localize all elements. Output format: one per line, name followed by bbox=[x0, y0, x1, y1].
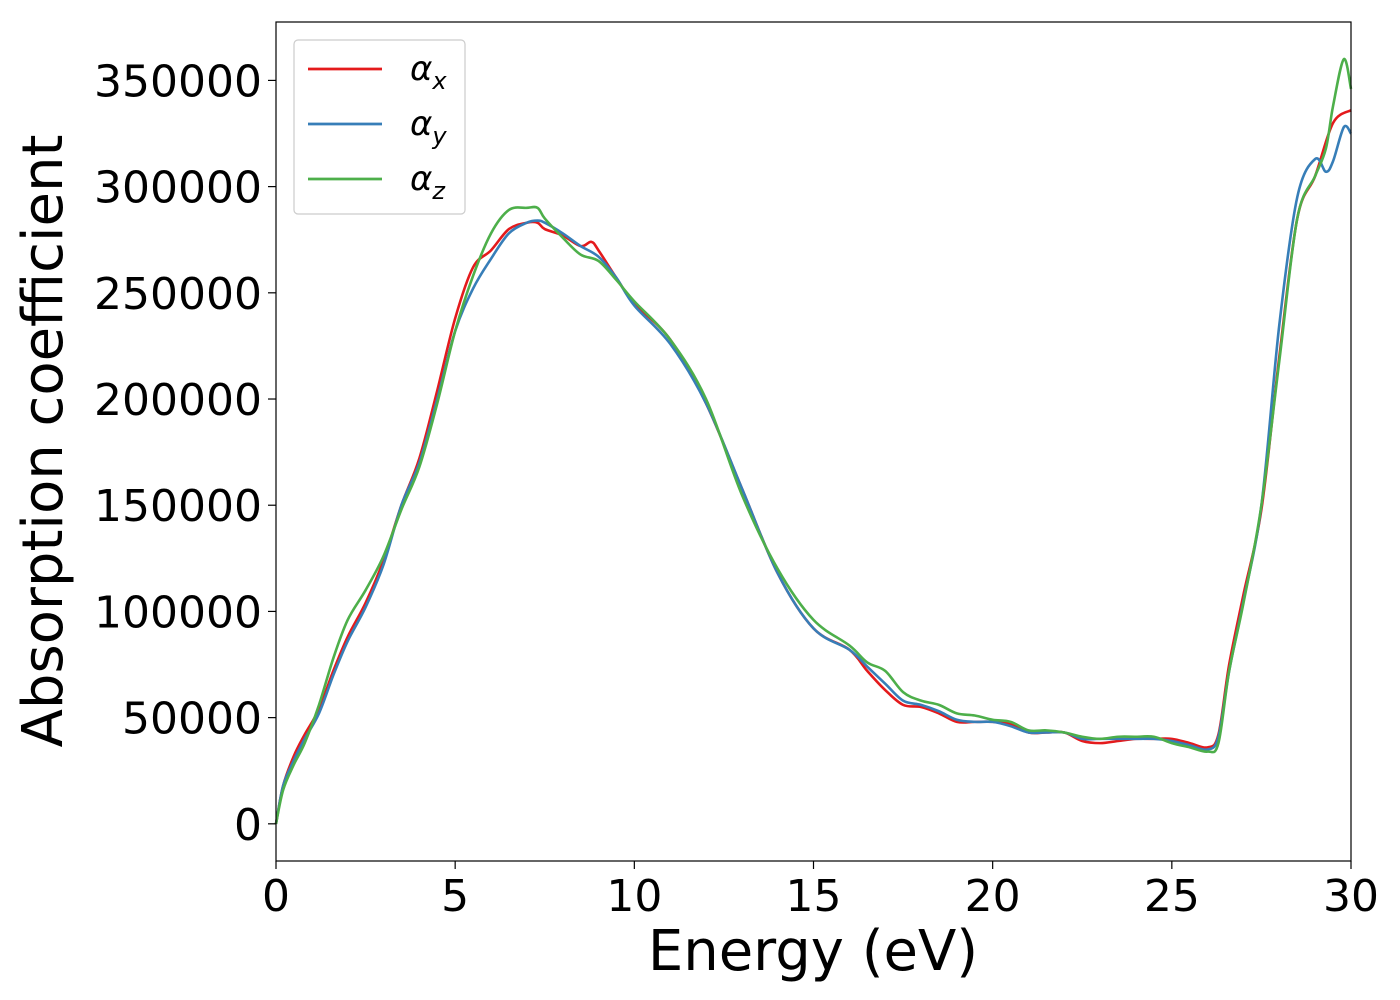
x-axis: 0 5 10 15 20 25 30 bbox=[262, 861, 1379, 922]
y-tick-label: 200000 bbox=[94, 375, 262, 426]
x-tick-label: 0 bbox=[262, 871, 290, 922]
x-tick-label: 15 bbox=[786, 871, 842, 922]
series-layer bbox=[274, 57, 1353, 825]
y-tick-label: 300000 bbox=[94, 163, 262, 214]
x-tick-label: 30 bbox=[1323, 871, 1379, 922]
x-axis-title: Energy (eV) bbox=[648, 919, 978, 984]
legend-label-z: αz bbox=[410, 159, 446, 205]
legend-label-y: αy bbox=[410, 104, 447, 150]
legend-label-x: αx bbox=[410, 49, 447, 95]
y-tick-label: 150000 bbox=[94, 481, 262, 532]
y-tick-label: 100000 bbox=[94, 587, 262, 638]
y-axis: 0 50000 100000 150000 200000 250000 300000 3500… bbox=[94, 56, 276, 851]
x-tick-label: 20 bbox=[965, 871, 1021, 922]
x-tick-label: 10 bbox=[606, 871, 662, 922]
x-tick-label: 5 bbox=[441, 871, 469, 922]
series-line-z bbox=[274, 57, 1353, 825]
y-tick-label: 350000 bbox=[94, 56, 262, 107]
y-tick-label: 250000 bbox=[94, 269, 262, 320]
legend-box bbox=[293, 39, 466, 215]
y-tick-label: 0 bbox=[234, 800, 262, 851]
x-tick-label: 25 bbox=[1144, 871, 1200, 922]
y-tick-label: 50000 bbox=[122, 694, 262, 745]
legend: αx αy αz bbox=[293, 39, 466, 215]
y-axis-title: Absorption coefficient bbox=[11, 135, 76, 748]
